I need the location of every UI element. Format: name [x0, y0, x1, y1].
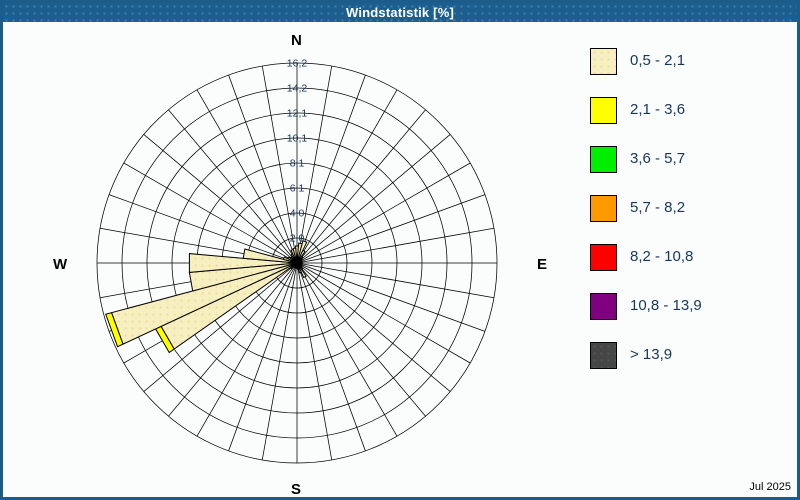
svg-text:10,1: 10,1 — [287, 133, 308, 145]
svg-text:6,1: 6,1 — [290, 183, 305, 195]
svg-text:8,1: 8,1 — [290, 158, 305, 170]
svg-text:14,2: 14,2 — [287, 83, 308, 95]
svg-text:12,1: 12,1 — [287, 108, 308, 120]
svg-text:4,0: 4,0 — [290, 208, 305, 220]
svg-text:2,0: 2,0 — [290, 233, 305, 245]
svg-text:16,2: 16,2 — [287, 58, 308, 70]
